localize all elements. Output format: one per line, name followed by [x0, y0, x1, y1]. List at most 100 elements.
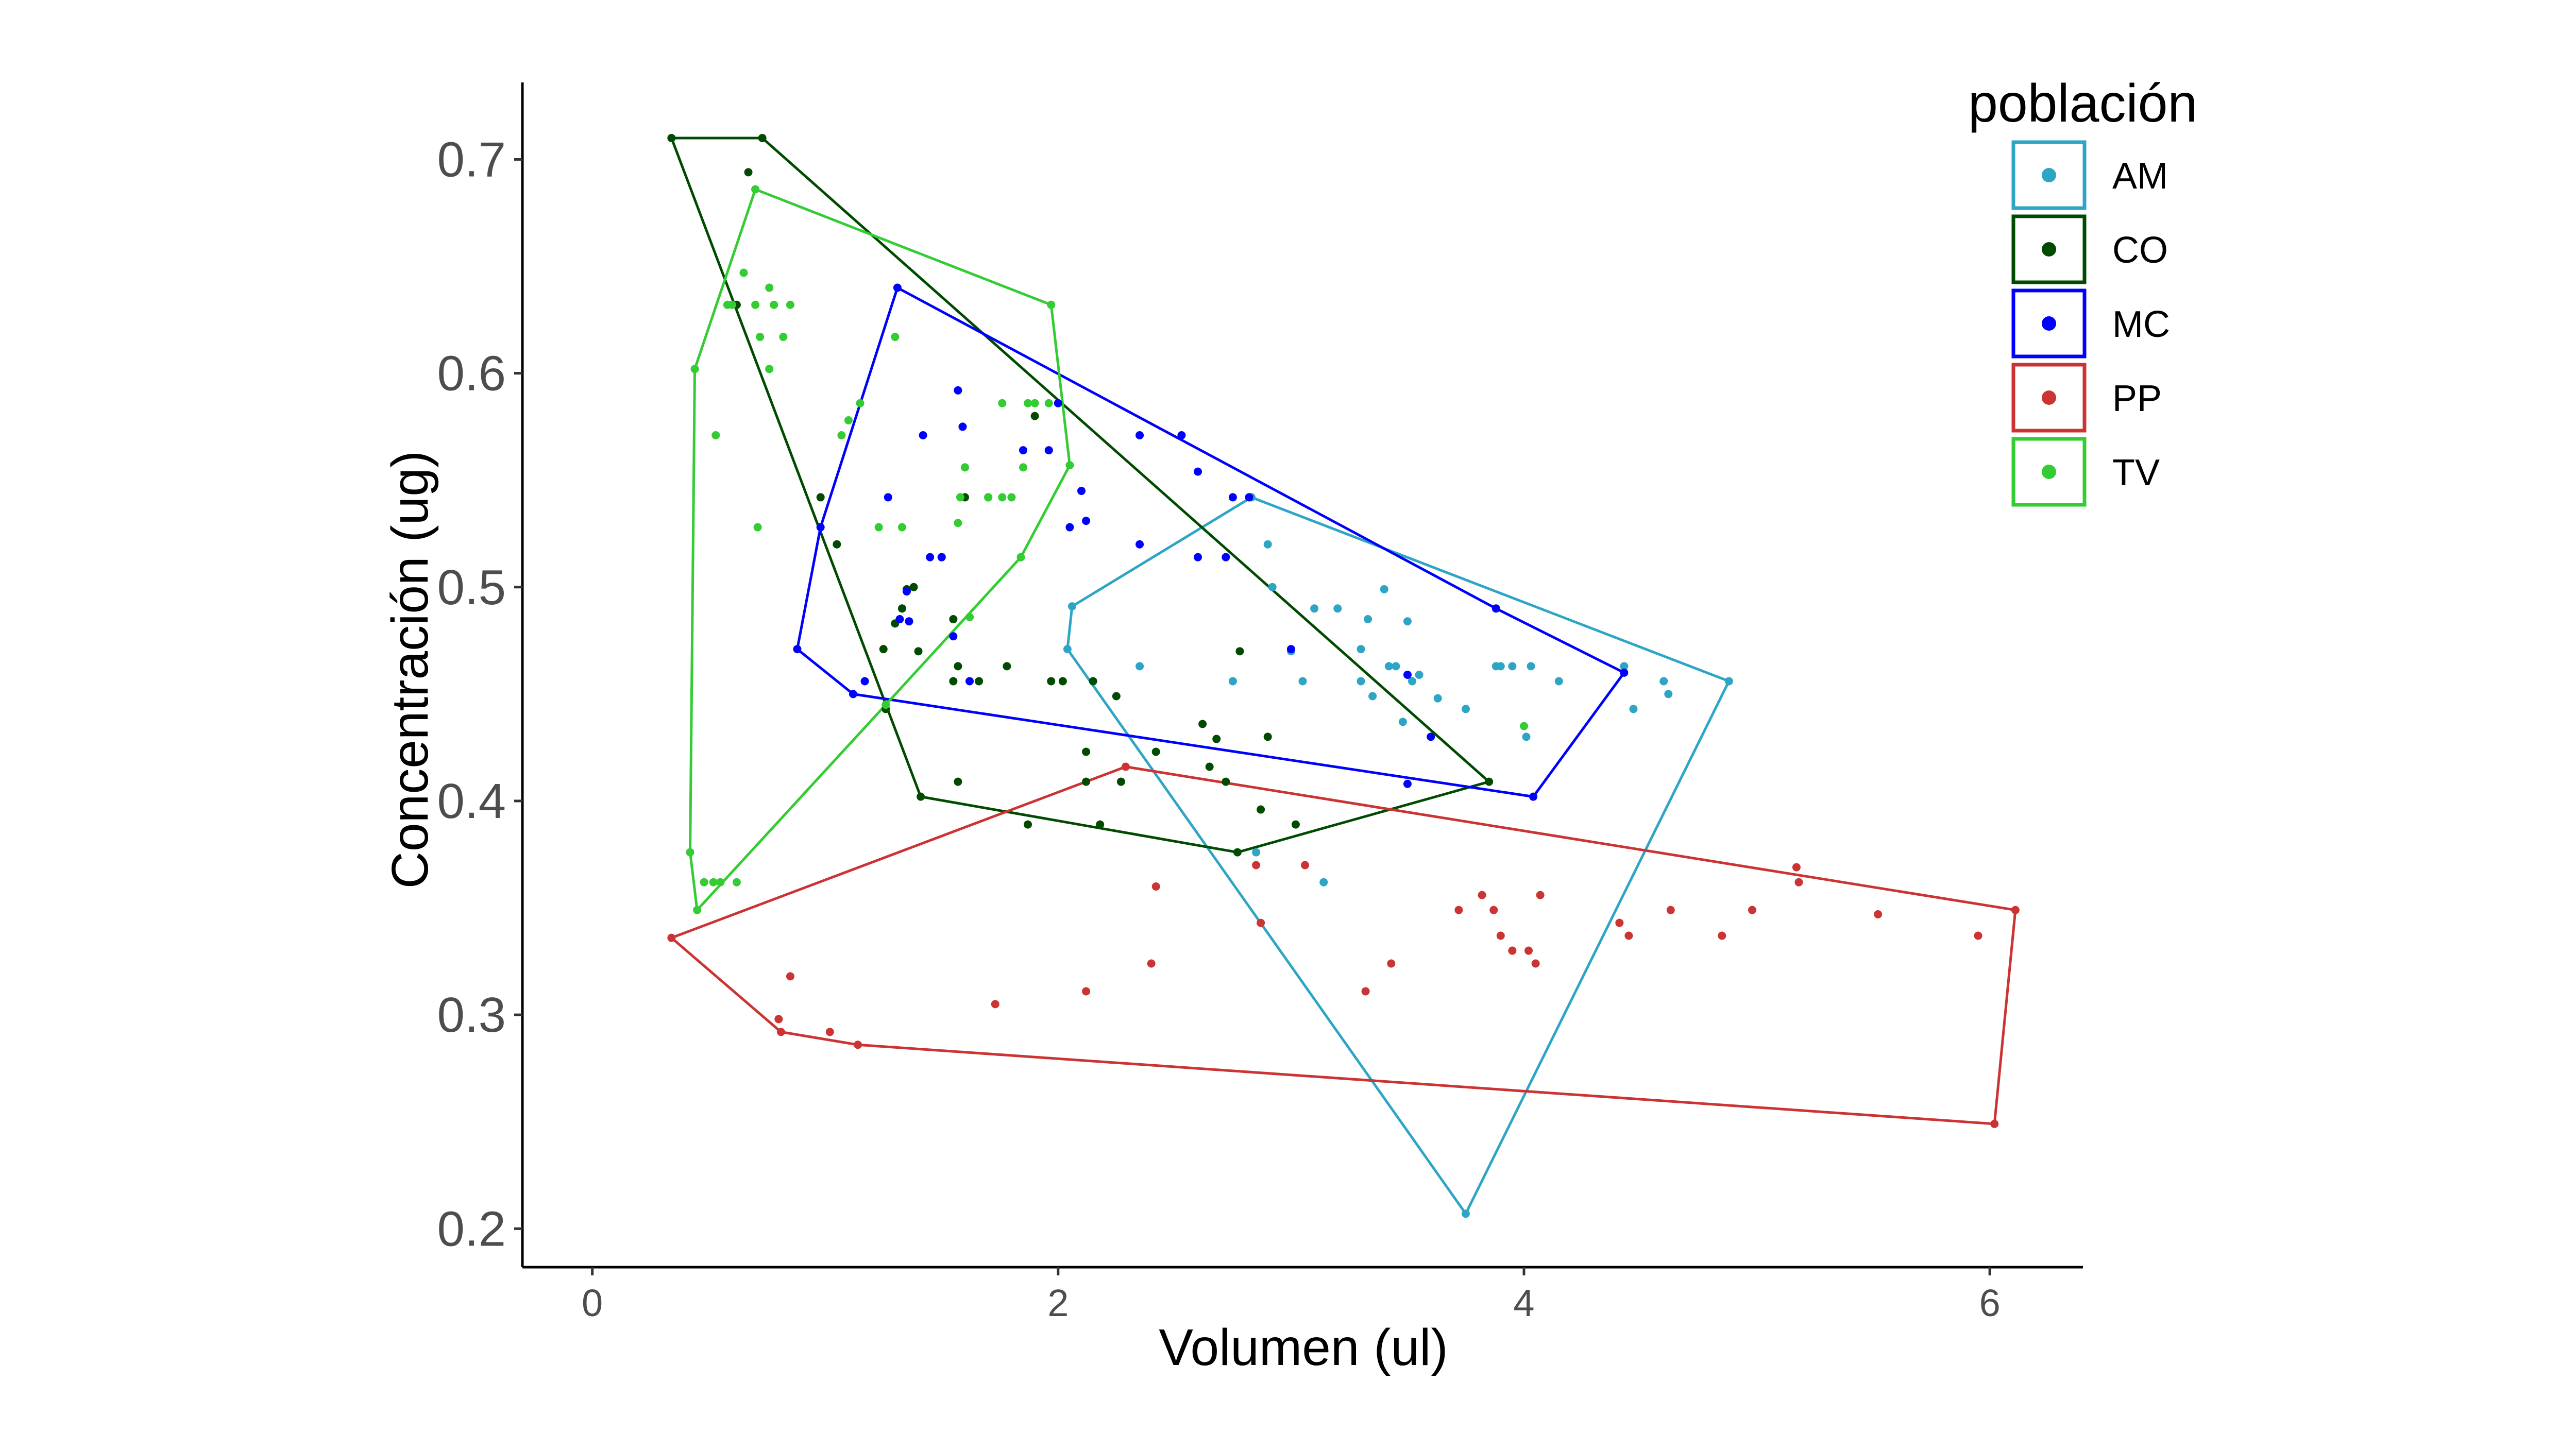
- point-am-6: [1268, 583, 1277, 591]
- point-pp-27: [1624, 931, 1633, 940]
- point-am-31: [1136, 662, 1144, 671]
- point-mc-12: [905, 617, 913, 626]
- point-am-7: [1310, 604, 1319, 613]
- point-am-22: [1357, 677, 1365, 686]
- point-mc-3: [1529, 792, 1538, 801]
- point-mc-2: [1620, 668, 1629, 677]
- point-am-10: [1364, 615, 1372, 624]
- hull-pp: [670, 765, 2017, 1126]
- point-tv-34: [1024, 399, 1032, 407]
- legend-label-mc: MC: [2112, 304, 2170, 345]
- point-tv-2: [1065, 461, 1074, 470]
- point-pp-24: [1531, 959, 1540, 968]
- point-co-1: [758, 133, 767, 142]
- point-mc-35: [965, 677, 974, 686]
- legend-label-tv: TV: [2112, 452, 2160, 493]
- legend-key-pp: [2011, 363, 2087, 433]
- point-pp-18: [1454, 906, 1463, 914]
- point-mc-30: [1245, 493, 1253, 502]
- point-pp-10: [1082, 987, 1091, 996]
- point-tv-12: [765, 283, 774, 292]
- point-co-8: [833, 540, 841, 549]
- point-am-21: [1357, 645, 1365, 654]
- point-mc-9: [919, 431, 927, 440]
- point-tv-24: [874, 523, 883, 532]
- x-tick-label: 0: [582, 1282, 603, 1324]
- point-tv-10: [727, 300, 736, 309]
- legend: población AM CO MC PP TV: [1968, 74, 2197, 507]
- point-mc-31: [1286, 645, 1295, 654]
- legend-dot-co: [2042, 242, 2056, 257]
- point-am-36: [1492, 662, 1500, 671]
- point-mc-22: [1082, 517, 1091, 525]
- point-mc-5: [793, 645, 802, 654]
- point-tv-13: [770, 300, 778, 309]
- point-tv-4: [882, 701, 890, 709]
- y-tick-label: 0.6: [437, 346, 506, 401]
- point-mc-24: [1177, 431, 1186, 440]
- point-co-29: [1116, 777, 1125, 786]
- point-co-42: [1235, 647, 1244, 656]
- point-pp-19: [1478, 891, 1486, 899]
- hull-am: [1066, 496, 1731, 1215]
- point-pp-12: [1147, 959, 1156, 968]
- point-co-16: [949, 615, 958, 624]
- legend-key-mc: [2011, 288, 2087, 359]
- point-mc-23: [1136, 431, 1144, 440]
- point-co-0: [667, 133, 676, 142]
- point-mc-17: [1044, 446, 1053, 455]
- y-tick-label: 0.5: [437, 560, 506, 615]
- point-mc-33: [1427, 732, 1435, 741]
- point-am-34: [1252, 848, 1261, 857]
- point-mc-16: [884, 493, 892, 502]
- point-co-14: [914, 647, 923, 656]
- point-am-23: [1368, 692, 1377, 701]
- hull-tv: [689, 188, 1071, 912]
- point-tv-40: [716, 878, 725, 887]
- legend-label-co: CO: [2112, 230, 2168, 271]
- point-mc-7: [954, 386, 962, 395]
- point-mc-13: [926, 553, 935, 561]
- point-am-5: [1263, 540, 1272, 549]
- point-co-38: [1024, 820, 1032, 829]
- point-tv-33: [998, 399, 1007, 407]
- point-am-9: [1380, 585, 1388, 593]
- point-co-11: [897, 604, 906, 613]
- point-tv-18: [711, 431, 720, 440]
- point-pp-11: [1151, 882, 1160, 891]
- legend-dot-am: [2042, 168, 2056, 182]
- point-co-24: [1058, 677, 1067, 686]
- point-tv-32: [1007, 493, 1016, 502]
- point-am-14: [1408, 677, 1416, 686]
- point-am-8: [1333, 604, 1342, 613]
- point-tv-35: [1030, 399, 1039, 407]
- point-am-19: [1508, 662, 1517, 671]
- point-co-2: [1485, 777, 1494, 786]
- point-am-28: [1664, 690, 1673, 698]
- point-pp-2: [2011, 906, 2020, 914]
- hull-layer: [670, 137, 2017, 1215]
- point-am-17: [1461, 705, 1470, 713]
- point-mc-8: [958, 422, 967, 431]
- legend-key-co: [2011, 214, 2087, 284]
- point-co-5: [744, 168, 753, 177]
- hull-co: [670, 137, 1490, 854]
- point-tv-15: [756, 333, 765, 342]
- y-tick-label: 0.3: [437, 987, 506, 1043]
- point-co-36: [1263, 732, 1272, 741]
- point-mc-4: [849, 690, 857, 698]
- point-pp-0: [667, 933, 676, 942]
- point-am-1: [1724, 677, 1733, 686]
- point-tv-17: [779, 333, 788, 342]
- point-am-25: [1620, 662, 1629, 671]
- point-tv-21: [844, 416, 853, 424]
- point-tv-27: [956, 493, 964, 502]
- point-co-7: [816, 493, 825, 502]
- point-co-13: [909, 583, 918, 591]
- point-tv-8: [739, 268, 748, 277]
- point-co-25: [1089, 677, 1097, 686]
- point-pp-3: [1990, 1119, 1999, 1128]
- legend-dot-mc: [2042, 316, 2056, 331]
- point-am-35: [1319, 878, 1328, 887]
- point-mc-36: [860, 677, 869, 686]
